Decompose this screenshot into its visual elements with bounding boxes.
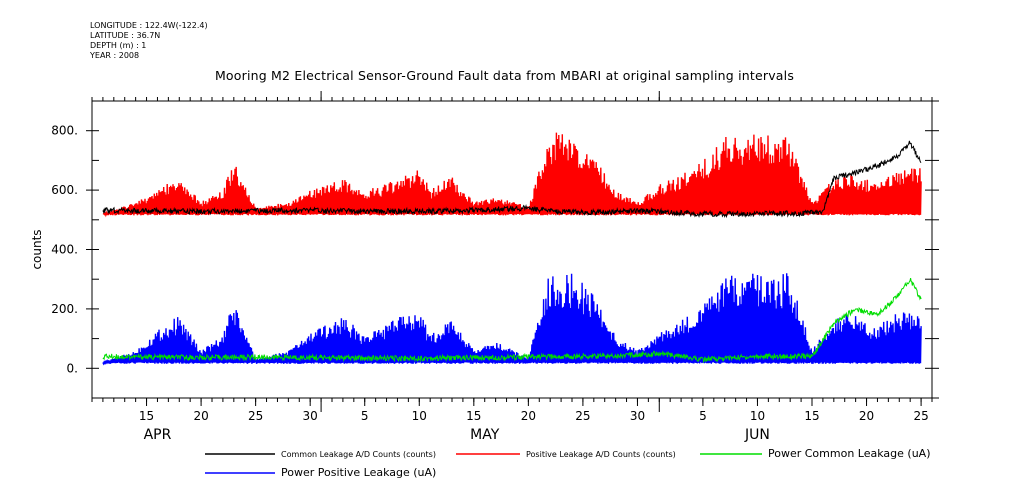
y-tick-label: 400. — [51, 243, 78, 257]
x-tick-label: 5 — [361, 409, 369, 423]
x-tick-label: 20 — [859, 409, 874, 423]
x-tick-label: 25 — [248, 409, 263, 423]
series-line — [102, 132, 922, 218]
y-tick-label: 0. — [67, 361, 78, 375]
x-tick-label: 20 — [521, 409, 536, 423]
x-tick-label: 15 — [139, 409, 154, 423]
legend-label: Power Positive Leakage (uA) — [281, 466, 436, 479]
y-axis-label: counts — [30, 229, 44, 269]
series-line — [102, 140, 922, 219]
legend: Common Leakage A/D Counts (counts) Positi… — [205, 447, 930, 479]
x-tick-label: 25 — [575, 409, 590, 423]
x-tick-label: 30 — [630, 409, 645, 423]
series-line — [102, 277, 922, 364]
month-label: JUN — [744, 427, 770, 443]
latitude-label: LATITUDE : 36.7N — [90, 31, 161, 40]
legend-label: Common Leakage A/D Counts (counts) — [281, 450, 436, 459]
depth-label: DEPTH (m) : 1 — [90, 41, 147, 50]
chart-title: Mooring M2 Electrical Sensor-Ground Faul… — [214, 68, 795, 83]
x-tick-label: 10 — [750, 409, 765, 423]
y-tick-label: 800. — [51, 124, 78, 138]
y-tick-label: 200. — [51, 302, 78, 316]
axes-layer: 15 20 25 30 5 10 15 20 25 30 5 10 15 20 25 APR MAY JUN 0. 2… — [30, 91, 939, 443]
month-label: APR — [144, 427, 172, 443]
series-layer — [102, 132, 922, 366]
year-label: YEAR : 2008 — [90, 51, 140, 60]
x-tick-label: 15 — [466, 409, 481, 423]
legend-label: Positive Leakage A/D Counts (counts) — [526, 450, 676, 459]
x-tick-label: 25 — [913, 409, 928, 423]
x-tick-label: 30 — [303, 409, 318, 423]
x-tick-label: 20 — [193, 409, 208, 423]
x-tick-label: 10 — [412, 409, 427, 423]
x-tick-label: 5 — [699, 409, 707, 423]
longitude-label: LONGITUDE : 122.4W(-122.4) — [90, 21, 208, 30]
dataset-metadata: LONGITUDE : 122.4W(-122.4) LATITUDE : 36… — [90, 21, 208, 61]
y-tick-label: 600. — [51, 183, 78, 197]
x-tick-label: 15 — [804, 409, 819, 423]
legend-label: Power Common Leakage (uA) — [768, 447, 930, 460]
month-label: MAY — [470, 427, 500, 443]
series-line — [102, 273, 922, 366]
